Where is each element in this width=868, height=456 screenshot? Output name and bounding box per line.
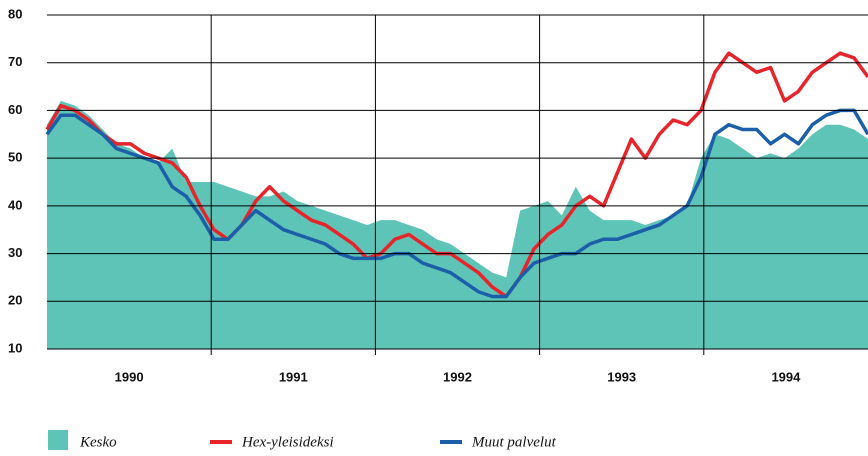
x-tick-label: 1993	[607, 369, 636, 384]
line	[45, 108, 868, 299]
x-tick-label: 1994	[771, 369, 801, 384]
x-tick-label: 1991	[279, 369, 308, 384]
line	[45, 51, 868, 299]
area	[47, 100, 868, 349]
x-tick-label: 1992	[443, 369, 472, 384]
y-tick-label: 10	[8, 340, 22, 355]
y-tick-label: 80	[8, 6, 22, 21]
y-tick-label: 60	[8, 102, 22, 117]
legend-swatch	[48, 430, 68, 450]
legend-label: Kesko	[79, 434, 117, 450]
y-tick-label: 40	[8, 197, 22, 212]
y-tick-label: 50	[8, 150, 22, 165]
x-tick-label: 1990	[115, 369, 144, 384]
legend-label: Hex-yleisideksi	[241, 434, 334, 450]
y-tick-label: 70	[8, 54, 22, 69]
y-tick-label: 20	[8, 293, 22, 308]
legend-label: Muut palvelut	[471, 434, 557, 450]
y-tick-label: 30	[8, 245, 22, 260]
